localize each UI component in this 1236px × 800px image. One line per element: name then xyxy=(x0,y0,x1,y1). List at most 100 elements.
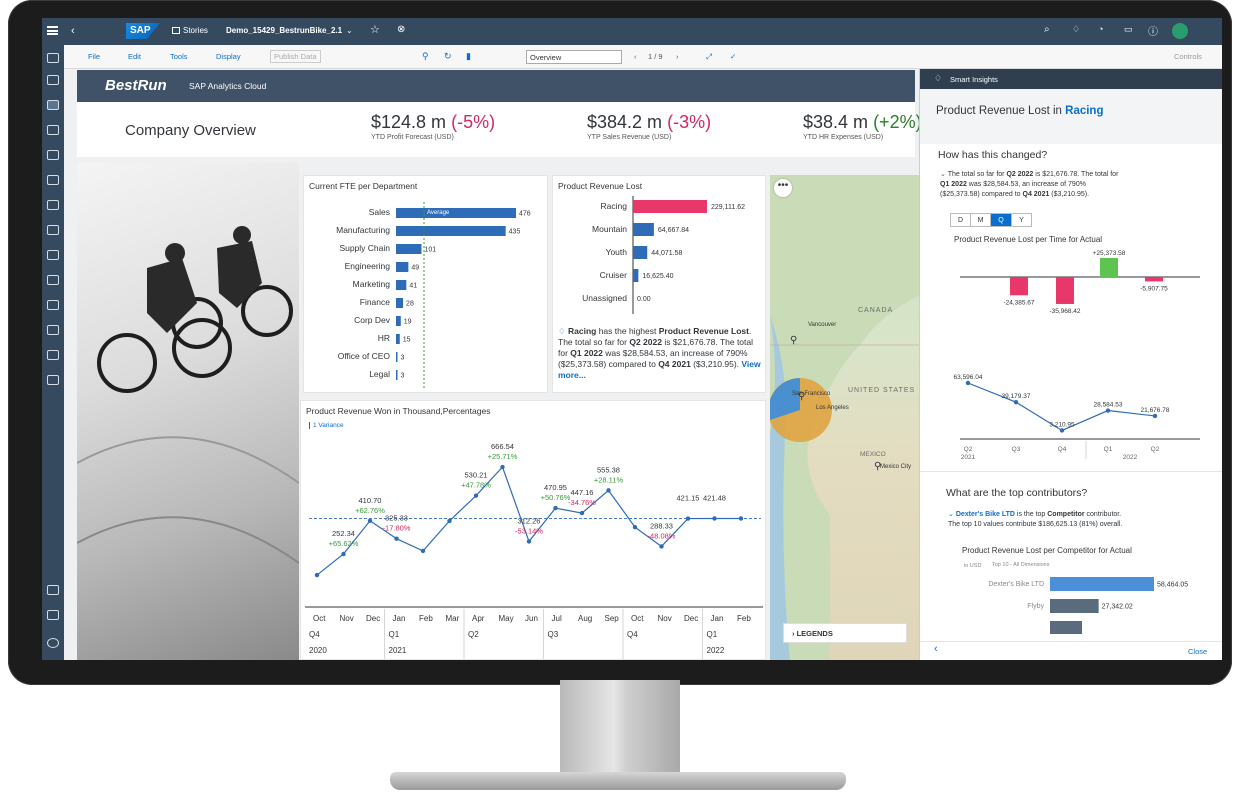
fte-value-label: 3 xyxy=(401,355,405,362)
lost-value-label: 0.00 xyxy=(637,296,651,303)
variance-label[interactable]: 1 Variance xyxy=(309,422,344,429)
home-icon[interactable] xyxy=(47,53,59,63)
fullscreen-icon[interactable]: ⤢ xyxy=(706,52,712,61)
system-icon[interactable] xyxy=(47,610,59,620)
period-year-button[interactable]: Y xyxy=(1011,214,1031,226)
kpi-sales-value[interactable]: $384.2 m (-3%) xyxy=(587,112,712,132)
smart-insights-header-label: Smart Insights xyxy=(950,75,998,84)
view-more-link[interactable]: View more... xyxy=(558,359,761,380)
stories-nav-icon[interactable] xyxy=(47,100,59,110)
period-quarter-button[interactable]: Q xyxy=(991,214,1011,226)
chevron-down-icon[interactable]: ⌄ xyxy=(940,171,946,178)
search-icon[interactable]: ⌕ xyxy=(1044,24,1050,35)
analytic-app-icon[interactable] xyxy=(47,125,59,135)
won-month-label: May xyxy=(499,614,514,623)
revenue-won-title: Product Revenue Won in Thousand,Percenta… xyxy=(306,406,491,416)
fte-category-label: Legal xyxy=(369,369,390,379)
kpi-hr-value[interactable]: $38.4 m (+2%) xyxy=(803,112,922,132)
fte-bar xyxy=(396,226,506,236)
favorite-star-icon[interactable]: ☆ xyxy=(370,24,380,36)
chevron-down-icon[interactable]: ⌄ xyxy=(948,511,954,518)
revenue-lost-title: Product Revenue Lost xyxy=(558,181,643,191)
display-menu[interactable]: Display xyxy=(216,52,241,61)
won-data-point xyxy=(526,539,532,544)
period-month-button[interactable]: M xyxy=(971,214,991,226)
kpi-hr-label: YTD HR Expenses (USD) xyxy=(803,134,884,141)
insight-title-area xyxy=(920,89,1222,144)
chat-icon[interactable]: ▭ xyxy=(1124,24,1133,34)
fte-category-label: Marketing xyxy=(353,279,391,289)
share-icon[interactable] xyxy=(47,300,59,310)
bike-marker-icon[interactable]: ⚲ xyxy=(798,391,806,402)
page-select[interactable]: Overview xyxy=(526,50,622,64)
revenue-lost-card[interactable]: Product Revenue Lost Racing 229,111.62 Mou… xyxy=(552,175,766,393)
product-name: SAP Analytics Cloud xyxy=(189,81,267,91)
geo-map[interactable]: ••• CANADA UNITED STATES MEXICO Vancouve… xyxy=(768,175,920,660)
fte-value-label: 19 xyxy=(404,319,412,326)
won-data-point xyxy=(606,488,611,493)
won-value-label: 555.38 xyxy=(597,465,620,474)
flow-icon[interactable] xyxy=(47,350,59,360)
bookmark-icon[interactable]: ▮ xyxy=(466,51,471,61)
file-menu[interactable]: File xyxy=(88,52,101,61)
back-icon[interactable]: ‹ xyxy=(71,25,75,37)
won-year-label: 2021 xyxy=(389,646,407,655)
won-variance-label: +65.62% xyxy=(329,539,359,548)
modeler-icon[interactable] xyxy=(47,225,59,235)
close-button[interactable]: Close xyxy=(1188,647,1208,656)
fte-card[interactable]: Current FTE per Department Sales 476 Manuf… xyxy=(303,175,548,393)
filter-icon[interactable]: ⚲ xyxy=(422,51,429,61)
user-avatar[interactable] xyxy=(1172,23,1188,39)
catalog-icon[interactable] xyxy=(47,175,59,185)
won-quarter-label: Q1 xyxy=(389,630,400,639)
info-icon[interactable] xyxy=(47,638,59,648)
won-value-label: 410.70 xyxy=(359,496,382,505)
edit-menu[interactable]: Edit xyxy=(128,52,141,61)
bell-icon[interactable]: ◔ xyxy=(1098,24,1104,34)
revenue-won-card[interactable]: Product Revenue Won in Thousand,Percenta… xyxy=(300,400,766,660)
bike-marker-icon[interactable]: ⚲ xyxy=(874,461,882,472)
won-data-point xyxy=(685,516,691,521)
explore-icon[interactable] xyxy=(47,325,59,335)
controls-link[interactable]: Controls xyxy=(1174,52,1202,61)
page-title: Company Overview xyxy=(125,122,256,139)
files-icon[interactable] xyxy=(47,75,59,85)
digital-boardroom-icon[interactable] xyxy=(47,150,59,160)
chevron-down-icon[interactable]: ⌄ xyxy=(346,26,353,35)
legends-button[interactable]: › LEGENDS xyxy=(783,623,907,643)
won-data-point xyxy=(579,510,585,516)
publish-data-button[interactable]: Publish Data xyxy=(270,50,321,63)
help-icon[interactable]: ⓘ xyxy=(1148,27,1158,38)
transport-icon[interactable] xyxy=(47,585,59,595)
won-month-label: Oct xyxy=(631,614,644,623)
fte-value-label: 101 xyxy=(424,247,436,254)
fte-value-label: 435 xyxy=(509,229,521,236)
won-data-point xyxy=(738,516,744,521)
variance-chart: -24,385.67 -35,968.42 +25,373.58 -5,907.75 xyxy=(960,250,1200,315)
refresh-icon[interactable]: ↻ xyxy=(444,51,452,61)
won-month-label: Feb xyxy=(737,614,751,623)
close-circle-icon[interactable]: ⊗ xyxy=(397,24,406,35)
unit-label: in USD xyxy=(964,563,982,569)
check-icon[interactable]: ✓ xyxy=(730,52,737,61)
fte-value-label: 15 xyxy=(403,337,411,344)
back-icon[interactable]: ‹ xyxy=(934,643,938,655)
kpi-profit-value[interactable]: $124.8 m (-5%) xyxy=(371,112,496,132)
bike-marker-icon[interactable]: ⚲ xyxy=(790,335,798,346)
stories-label[interactable]: Stories xyxy=(183,26,208,35)
menu-icon[interactable] xyxy=(47,26,58,35)
lightbulb-icon[interactable]: ♢ xyxy=(1072,24,1081,34)
prev-page-icon[interactable]: ‹ xyxy=(634,52,637,61)
calendar-icon[interactable] xyxy=(47,375,59,385)
won-month-label: Dec xyxy=(684,614,698,623)
next-page-icon[interactable]: › xyxy=(676,52,679,61)
competitor-chart: Dexter's Bike LTD 58,464.05 Flyby 27,342.02 xyxy=(988,577,1188,634)
datasets-icon[interactable] xyxy=(47,200,59,210)
more-options-icon[interactable]: ••• xyxy=(774,179,792,197)
period-day-button[interactable]: D xyxy=(951,214,971,226)
connections-icon[interactable] xyxy=(47,275,59,285)
data-analyzer-icon[interactable] xyxy=(47,250,59,260)
fte-category-label: Corp Dev xyxy=(354,315,391,325)
tools-menu[interactable]: Tools xyxy=(170,52,188,61)
story-title[interactable]: Demo_15429_BestrunBike_2.1 xyxy=(226,26,343,35)
